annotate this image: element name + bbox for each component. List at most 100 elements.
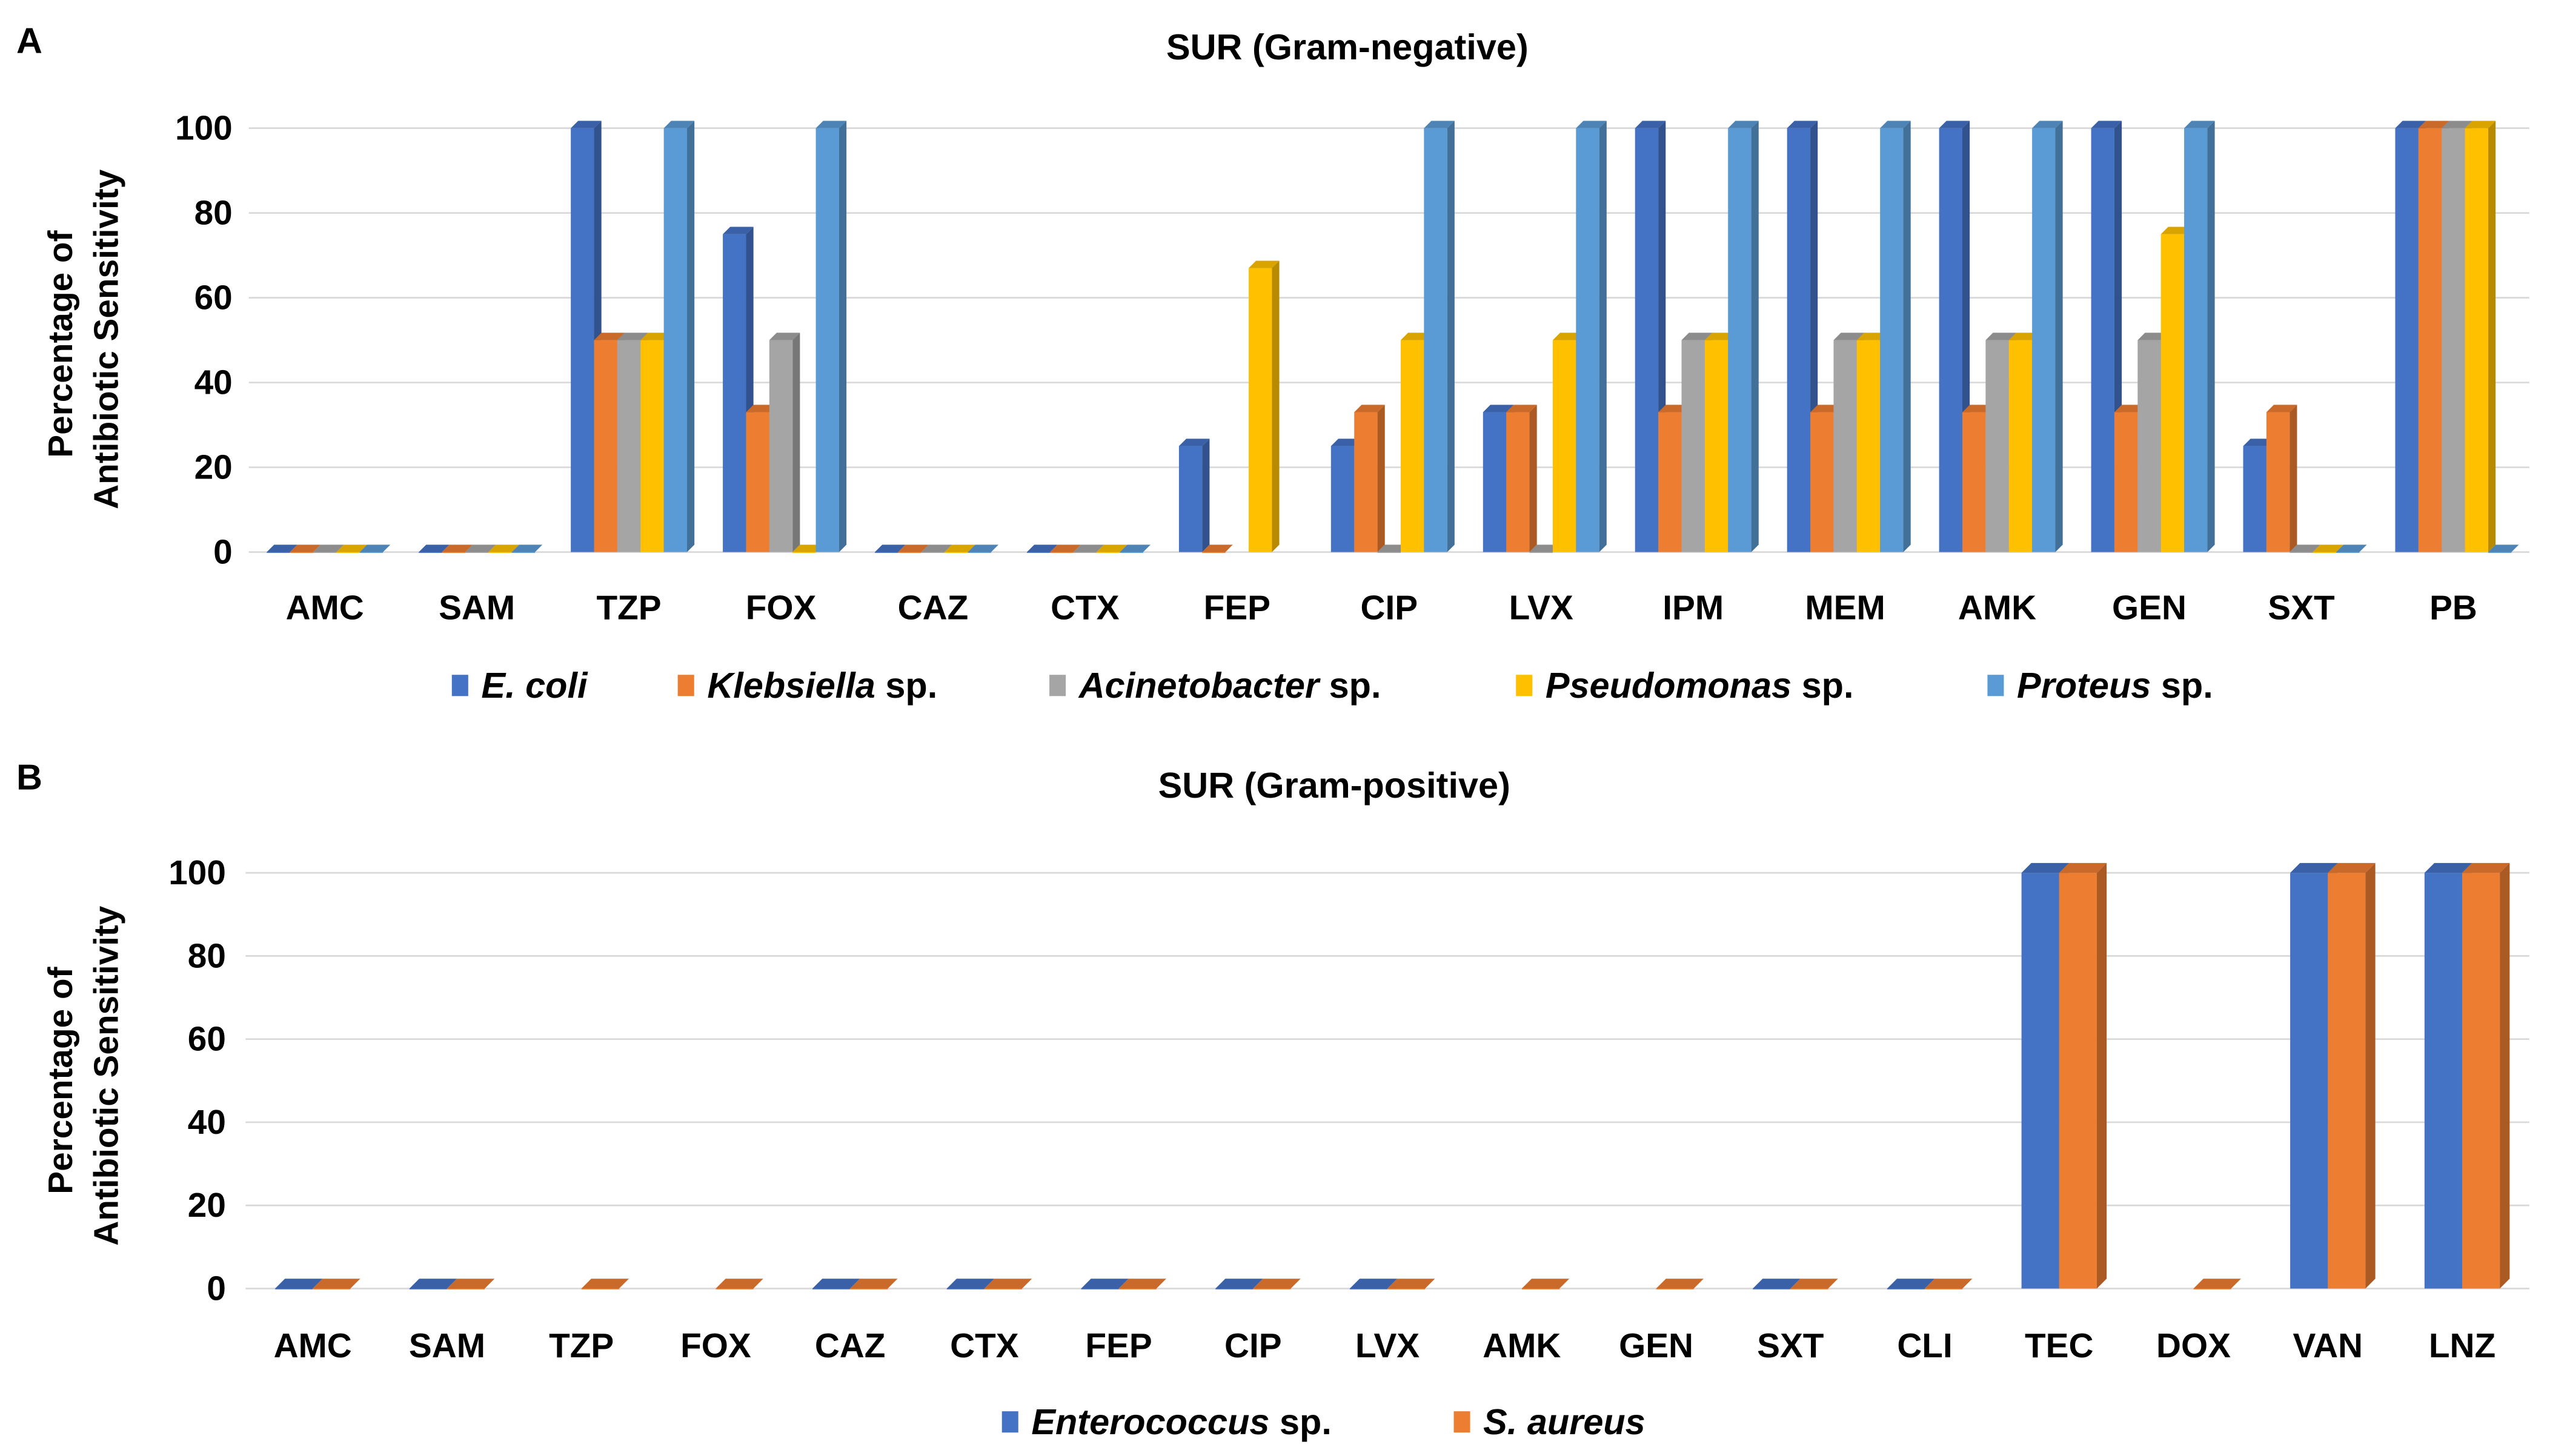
bar-klebsiella-sp-cip xyxy=(1354,405,1385,552)
bar-pseudomonas-sp-amc xyxy=(336,544,367,553)
bar-acinetobacter-sp-fox xyxy=(769,333,800,552)
y-tick-label: 60 xyxy=(194,279,233,317)
y-tick-label: 40 xyxy=(188,1104,226,1142)
y-tick-label: 0 xyxy=(213,533,233,571)
x-tick-label: CLI xyxy=(1897,1327,1952,1365)
legend-label: Enterococcus sp. xyxy=(1031,1401,1331,1442)
bar-e-coli-ctx xyxy=(1026,544,1058,553)
bar-enterococcus-sp-amc xyxy=(275,1279,323,1289)
gridlines xyxy=(245,872,2529,1289)
bar-acinetobacter-sp-sxt xyxy=(2290,544,2320,553)
bar-pseudomonas-sp-fep xyxy=(1249,260,1280,552)
bar-s-aureus-lnz xyxy=(2462,862,2510,1289)
legend-item-pseudomonas-sp: Pseudomonas sp. xyxy=(1516,665,1854,706)
legend-swatch xyxy=(451,675,468,697)
bar-enterococcus-sp-fep xyxy=(1081,1279,1129,1289)
bar-s-aureus-dox xyxy=(2193,1279,2241,1289)
bar-proteus-sp-amk xyxy=(2032,121,2063,552)
bar-pseudomonas-sp-pb xyxy=(2465,121,2496,552)
y-axis-label: Percentage of Antibiotic Sensitivity xyxy=(42,169,126,509)
x-tick-label: GEN xyxy=(2112,589,2187,627)
y-tick-label: 80 xyxy=(188,937,226,975)
bar-proteus-sp-gen xyxy=(2184,121,2215,552)
y-tick-label: 20 xyxy=(194,448,233,486)
legend-item-s-aureus: S. aureus xyxy=(1453,1401,1645,1442)
bars xyxy=(267,121,2519,553)
x-tick-label: CTX xyxy=(1051,589,1120,627)
bars xyxy=(275,862,2510,1289)
y-tick-label: 20 xyxy=(188,1186,226,1225)
bar-proteus-sp-tzp xyxy=(663,121,695,552)
legend-item-proteus-sp: Proteus sp. xyxy=(1987,665,2213,706)
bar-klebsiella-sp-amc xyxy=(290,544,321,553)
x-tick-label: LVX xyxy=(1509,589,1573,627)
x-tick-label: IPM xyxy=(1662,589,1724,627)
bar-acinetobacter-sp-amc xyxy=(313,544,344,553)
bar-enterococcus-sp-van xyxy=(2290,862,2338,1289)
x-tick-label: MEM xyxy=(1805,589,1885,627)
legend-swatch xyxy=(1049,675,1066,697)
x-tick-label: CAZ xyxy=(815,1327,886,1365)
bar-proteus-sp-sam xyxy=(511,544,543,553)
legend-label: S. aureus xyxy=(1483,1401,1645,1442)
bar-enterococcus-sp-ctx xyxy=(946,1279,995,1289)
bar-klebsiella-sp-fep xyxy=(1202,544,1233,553)
bar-pseudomonas-sp-ctx xyxy=(1097,544,1127,553)
bar-s-aureus-caz xyxy=(850,1279,898,1289)
bar-pseudomonas-sp-fox xyxy=(792,544,823,553)
legend-swatch xyxy=(1987,675,2004,697)
y-tick-label: 60 xyxy=(188,1021,226,1059)
bar-s-aureus-ctx xyxy=(984,1279,1032,1289)
x-tick-label: CIP xyxy=(1224,1327,1282,1365)
bar-s-aureus-cli xyxy=(1925,1279,1973,1289)
y-tick-label: 40 xyxy=(194,363,233,402)
bar-enterococcus-sp-cli xyxy=(1887,1279,1935,1289)
bar-pseudomonas-sp-sam xyxy=(488,544,519,553)
bar-enterococcus-sp-sxt xyxy=(1753,1279,1801,1289)
x-tick-label: AMC xyxy=(274,1327,352,1365)
x-tick-label: TZP xyxy=(597,589,662,627)
legend-item-acinetobacter-sp: Acinetobacter sp. xyxy=(1049,665,1381,706)
x-tick-label: CIP xyxy=(1361,589,1418,627)
x-tick-label: LNZ xyxy=(2429,1327,2496,1365)
x-tick-label: DOX xyxy=(2156,1327,2231,1365)
x-tick-label: AMK xyxy=(1483,1327,1561,1365)
panel-a: A SUR (Gram-negative) Percentage of Anti… xyxy=(16,20,2529,706)
bar-e-coli-sam xyxy=(419,544,450,553)
legend: Enterococcus sp. S. aureus xyxy=(1001,1401,1645,1442)
bar-s-aureus-tec xyxy=(2059,862,2107,1289)
y-axis-label: Percentage of Antibiotic Sensitivity xyxy=(42,905,126,1246)
x-tick-label: SAM xyxy=(409,1327,485,1365)
bar-proteus-sp-ctx xyxy=(1120,544,1151,553)
bar-klebsiella-sp-lvx xyxy=(1506,405,1537,552)
bar-s-aureus-fep xyxy=(1118,1279,1166,1289)
legend-item-e-coli: E. coli xyxy=(451,665,588,706)
x-tick-label: CAZ xyxy=(898,589,969,627)
bar-klebsiella-sp-sxt xyxy=(2266,405,2297,552)
x-tick-label: SXT xyxy=(2268,589,2335,627)
x-tick-labels: AMC SAM TZP FOX CAZ CTX FEP CIP LVX IPM MEM AMK GEN S… xyxy=(286,589,2477,627)
chart-title: SUR (Gram-positive) xyxy=(1158,765,1510,806)
bar-e-coli-caz xyxy=(875,544,906,553)
bar-enterococcus-sp-sam xyxy=(409,1279,457,1289)
x-tick-label: PB xyxy=(2429,589,2477,627)
x-tick-label: SXT xyxy=(1757,1327,1824,1365)
chart-title: SUR (Gram-negative) xyxy=(1166,27,1529,67)
x-tick-label: LVX xyxy=(1355,1327,1420,1365)
legend-label: Acinetobacter sp. xyxy=(1078,665,1381,706)
bar-klebsiella-sp-caz xyxy=(898,544,929,553)
legend: E. coli Klebsiella sp. Acinetobacter sp. Ps… xyxy=(451,665,2213,706)
legend-label: Proteus sp. xyxy=(2017,665,2213,706)
bar-s-aureus-fox xyxy=(716,1279,763,1289)
bar-proteus-sp-pb xyxy=(2488,544,2519,553)
x-tick-label: FEP xyxy=(1204,589,1270,627)
legend-label: Klebsiella sp. xyxy=(707,665,937,706)
bar-s-aureus-cip xyxy=(1253,1279,1301,1289)
panel-letter: B xyxy=(16,756,42,797)
legend-label: Pseudomonas sp. xyxy=(1546,665,1854,706)
x-tick-label: TZP xyxy=(549,1327,614,1365)
bar-acinetobacter-sp-lvx xyxy=(1529,544,1561,553)
legend-swatch xyxy=(1453,1411,1470,1433)
bar-pseudomonas-sp-sxt xyxy=(2313,544,2344,553)
legend-swatch xyxy=(1001,1411,1018,1433)
